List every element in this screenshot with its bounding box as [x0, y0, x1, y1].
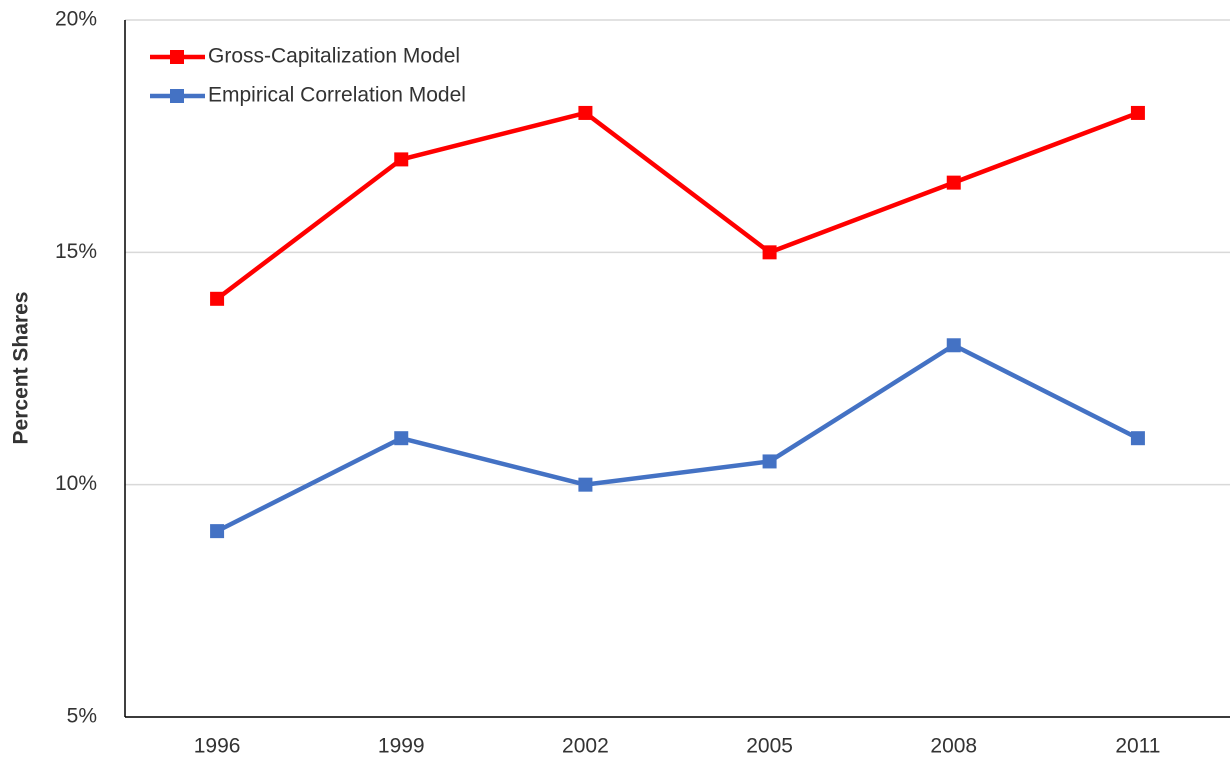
y-tick-label: 10% — [55, 472, 97, 495]
legend-marker — [170, 50, 184, 64]
y-tick-label: 5% — [67, 705, 97, 728]
x-tick-label: 2005 — [746, 735, 793, 758]
data-point — [762, 454, 777, 469]
x-tick-label: 2011 — [1115, 735, 1160, 758]
data-point — [946, 175, 961, 190]
series-line — [215, 110, 1139, 301]
x-tick-label: 1999 — [378, 735, 425, 758]
data-point — [210, 291, 225, 306]
legend-label: Gross-Capitalization Model — [208, 45, 460, 68]
y-tick-label: 15% — [55, 240, 97, 263]
data-point — [946, 338, 961, 353]
data-point — [1130, 431, 1145, 446]
x-tick-label: 1996 — [194, 735, 241, 758]
y-tick-label: 20% — [55, 8, 97, 31]
y-axis-title: Percent Shares — [10, 292, 33, 445]
x-tick-label: 2002 — [562, 735, 609, 758]
data-point — [762, 245, 777, 260]
data-point — [394, 431, 409, 446]
data-point — [394, 152, 409, 167]
legend-marker — [170, 89, 184, 103]
data-point — [578, 105, 593, 120]
x-tick-label: 2008 — [930, 735, 977, 758]
series-line — [216, 343, 1139, 534]
data-point — [210, 524, 225, 539]
data-point — [578, 477, 593, 492]
data-point — [1130, 105, 1145, 120]
legend-label: Empirical Correlation Model — [208, 84, 466, 107]
